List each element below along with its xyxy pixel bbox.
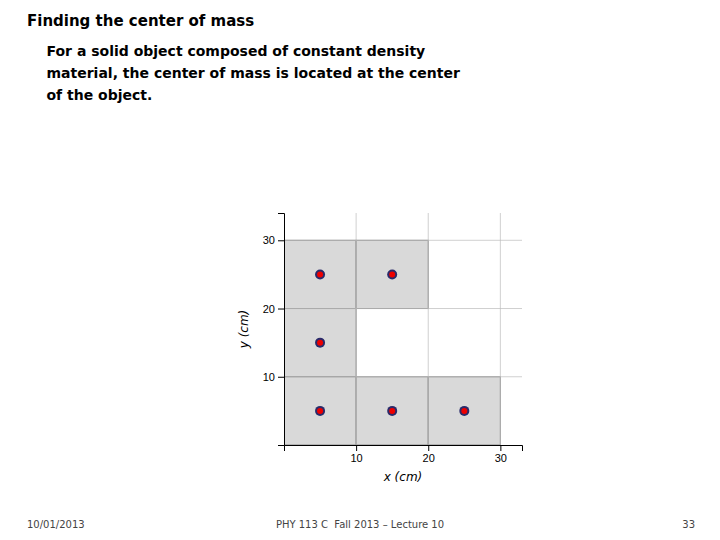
tick-mark	[356, 445, 357, 451]
square	[428, 377, 500, 445]
tick-label: 20	[263, 303, 275, 315]
subtitle-line: of the object.	[27, 87, 152, 103]
point-outer	[387, 269, 397, 279]
square	[356, 240, 428, 308]
chart: Finding the center of mass For a solid o…	[0, 0, 720, 540]
tick-label: 30	[263, 234, 275, 246]
points	[315, 269, 469, 415]
tick: 30	[495, 445, 507, 464]
x-axis: 10 20 30	[285, 445, 523, 464]
plot-area	[284, 213, 522, 445]
tick-label: 20	[423, 452, 435, 464]
tick: 10	[263, 371, 284, 383]
grid-line	[284, 308, 522, 309]
title: Finding the center of mass	[27, 12, 254, 30]
square	[284, 377, 356, 445]
subtitle: For a solid object composed of constant …	[27, 43, 460, 103]
square	[284, 240, 356, 308]
point-outer	[315, 406, 325, 416]
x-axis-label: x (cm)	[383, 470, 423, 484]
tick-label: 10	[350, 452, 362, 464]
subtitle-line: material, the center of mass is located …	[27, 65, 460, 81]
tick: 20	[423, 445, 435, 464]
point	[317, 340, 323, 346]
annotation: 10/01/2013	[27, 519, 85, 530]
grid-line	[500, 213, 501, 445]
grid-line	[284, 240, 522, 241]
tick-mark	[278, 377, 284, 378]
tick-mark	[500, 445, 501, 451]
point	[389, 408, 395, 414]
point-outer	[459, 406, 469, 416]
y-axis: 10 20 30	[263, 214, 285, 446]
footer: 10/01/2013 PHY 113 C Fall 2013 – Lecture …	[27, 519, 695, 530]
point-outer	[315, 269, 325, 279]
grid-line	[428, 213, 429, 445]
tick: 10	[350, 445, 362, 464]
annotation: 33	[682, 519, 695, 530]
tick-label: 10	[263, 371, 275, 383]
point-outer	[387, 406, 397, 416]
grid-line	[356, 213, 357, 445]
point	[461, 408, 467, 414]
point-outer	[315, 338, 325, 348]
point	[389, 271, 395, 277]
axis-line	[278, 214, 285, 446]
tick: 30	[263, 234, 284, 246]
tick-label: 30	[495, 452, 507, 464]
square	[356, 377, 428, 445]
tick-mark	[278, 240, 284, 241]
tick-mark	[278, 309, 284, 310]
tick-mark	[428, 445, 429, 451]
point	[317, 271, 323, 277]
square	[284, 309, 356, 377]
y-axis-label: y (cm)	[237, 310, 251, 350]
grid	[284, 213, 522, 445]
axis-line	[285, 446, 523, 452]
subtitle-line: For a solid object composed of constant …	[27, 43, 425, 59]
annotation: PHY 113 C Fall 2013 – Lecture 10	[276, 519, 444, 530]
point	[317, 408, 323, 414]
grid-line	[284, 376, 522, 377]
tick: 20	[263, 303, 284, 315]
